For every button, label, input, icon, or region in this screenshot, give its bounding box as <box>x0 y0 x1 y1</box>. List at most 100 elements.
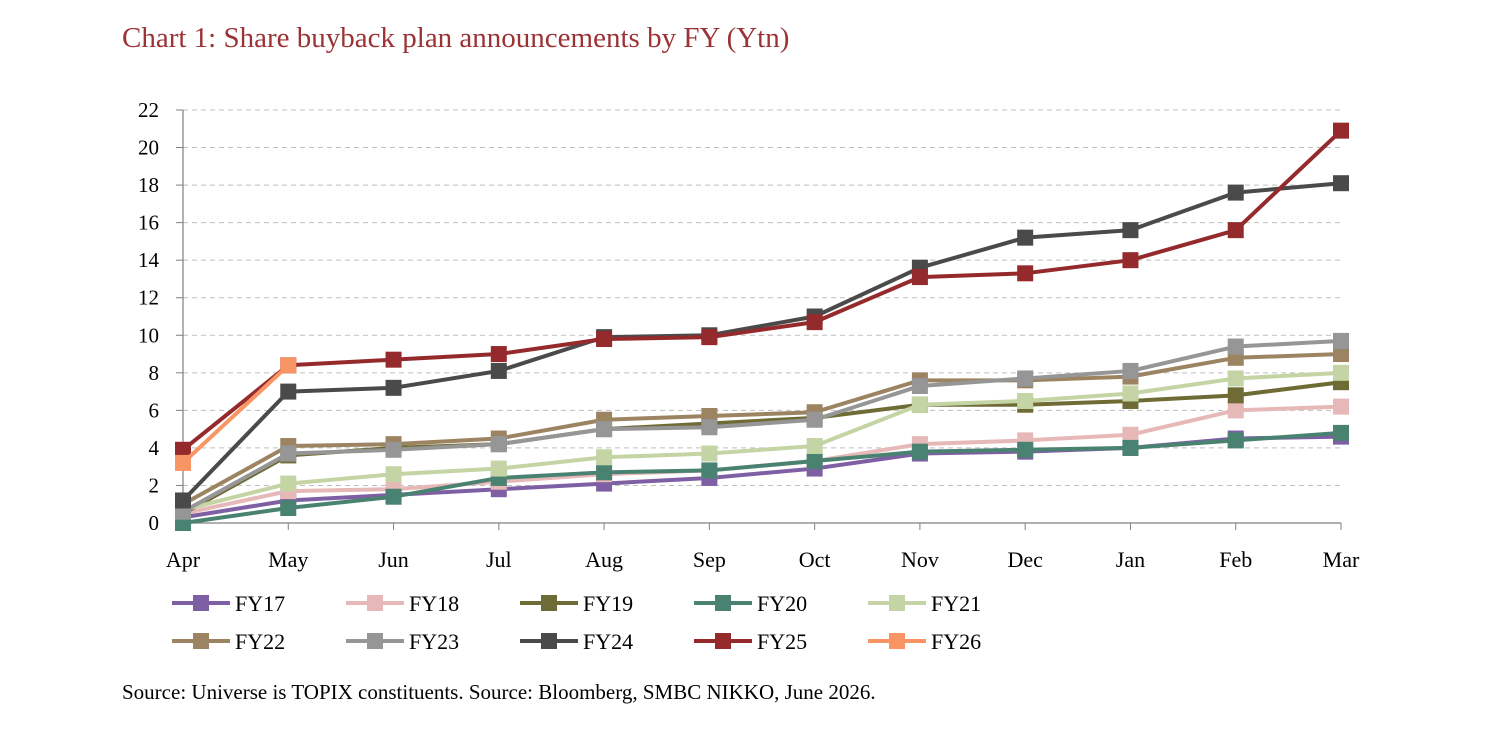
data-point <box>175 441 191 458</box>
x-tick-label: Jul <box>486 547 512 572</box>
x-tick-label: Feb <box>1219 547 1252 572</box>
legend-label: FY26 <box>931 629 981 654</box>
source-note: Source: Universe is TOPIX constituents. … <box>122 680 876 704</box>
x-tick-label: May <box>268 547 308 572</box>
data-point <box>596 464 613 481</box>
data-point <box>701 419 718 436</box>
legend: FY17 FY18 FY19 FY20 FY21 FY22 FY23 FY24 FY25 FY26 <box>172 591 981 654</box>
series-line <box>182 352 1342 506</box>
axes: 0 2 4 6 8 10 12 14 16 18 20 22 Apr May Jun Jul Aug Sep Oct… <box>138 98 1360 572</box>
data-point <box>1227 387 1244 404</box>
data-point <box>806 411 823 428</box>
data-point <box>280 383 297 400</box>
data-point <box>1122 362 1139 379</box>
legend-label: FY18 <box>409 591 459 616</box>
legend-swatch-marker <box>193 633 209 649</box>
data-point <box>1333 122 1349 139</box>
data-point <box>1017 392 1034 409</box>
legend-swatch-marker <box>541 633 557 649</box>
data-point <box>1333 398 1349 415</box>
y-tick-label: 0 <box>149 511 160 535</box>
legend-label: FY24 <box>583 629 633 654</box>
data-point <box>596 331 613 348</box>
data-point <box>175 492 191 509</box>
data-point <box>175 454 191 471</box>
data-point <box>911 396 928 413</box>
y-tick-label: 22 <box>138 98 159 122</box>
series-fy26 <box>175 357 297 471</box>
data-point <box>1227 432 1244 449</box>
legend-item-fy21: FY21 <box>868 591 981 616</box>
data-point <box>490 436 507 453</box>
legend-swatch-marker <box>889 595 905 611</box>
legend-swatch-marker <box>193 595 209 611</box>
data-point <box>806 438 823 455</box>
legend-item-fy20: FY20 <box>694 591 807 616</box>
data-point <box>1227 370 1244 387</box>
y-tick-label: 14 <box>138 248 160 272</box>
y-tick-label: 4 <box>149 436 160 460</box>
data-point <box>280 475 297 492</box>
x-tick-label: Oct <box>799 547 831 572</box>
data-point <box>1227 402 1244 419</box>
data-point <box>385 466 402 483</box>
data-point <box>385 351 402 368</box>
x-tick-label: Nov <box>901 547 939 572</box>
y-tick-label: 2 <box>149 473 160 497</box>
x-tick-label: Dec <box>1007 547 1043 572</box>
series-line <box>182 430 1342 525</box>
data-point <box>1333 364 1349 381</box>
y-tick-label: 10 <box>138 323 159 347</box>
data-point <box>1227 338 1244 355</box>
data-point <box>1227 184 1244 201</box>
data-point <box>280 357 297 374</box>
data-point <box>701 329 718 346</box>
y-tick-label: 8 <box>149 361 160 385</box>
data-point <box>1333 424 1349 441</box>
series-line <box>182 338 1342 514</box>
legend-label: FY23 <box>409 629 459 654</box>
legend-label: FY21 <box>931 591 981 616</box>
data-point <box>385 488 402 505</box>
data-point <box>1017 229 1034 246</box>
data-point <box>1333 346 1349 363</box>
data-point <box>911 269 928 286</box>
series-fy20 <box>175 424 1349 531</box>
data-point <box>490 460 507 477</box>
y-tick-label: 6 <box>149 398 160 422</box>
data-point <box>1122 222 1139 239</box>
x-tick-label: Mar <box>1323 547 1360 572</box>
data-point <box>1017 265 1034 282</box>
x-tick-label: Sep <box>693 547 726 572</box>
series-fy22 <box>175 346 1349 513</box>
data-point <box>385 441 402 458</box>
data-point <box>490 346 507 363</box>
legend-swatch-marker <box>889 633 905 649</box>
y-tick-label: 16 <box>138 211 159 235</box>
legend-item-fy24: FY24 <box>520 629 633 654</box>
legend-label: FY17 <box>235 591 285 616</box>
legend-item-fy22: FY22 <box>172 629 285 654</box>
x-tick-label: Jun <box>378 547 409 572</box>
series-line <box>181 129 1343 452</box>
series-fy25 <box>175 122 1349 458</box>
legend-item-fy19: FY19 <box>520 591 633 616</box>
data-point <box>701 462 718 479</box>
legend-item-fy17: FY17 <box>172 591 285 616</box>
data-point <box>911 443 928 460</box>
series-line <box>181 363 290 465</box>
data-point <box>806 314 823 331</box>
legend-swatch-marker <box>715 595 731 611</box>
y-tick-label: 20 <box>138 136 159 160</box>
x-tick-label: Jan <box>1116 547 1145 572</box>
x-tick-label: Apr <box>166 547 201 572</box>
series-fy24 <box>175 175 1349 509</box>
data-point <box>596 421 613 438</box>
data-point <box>1017 441 1034 458</box>
legend-item-fy23: FY23 <box>346 629 459 654</box>
data-point <box>1122 385 1139 402</box>
data-point <box>1122 426 1139 443</box>
legend-swatch-marker <box>367 633 383 649</box>
legend-swatch-marker <box>715 633 731 649</box>
